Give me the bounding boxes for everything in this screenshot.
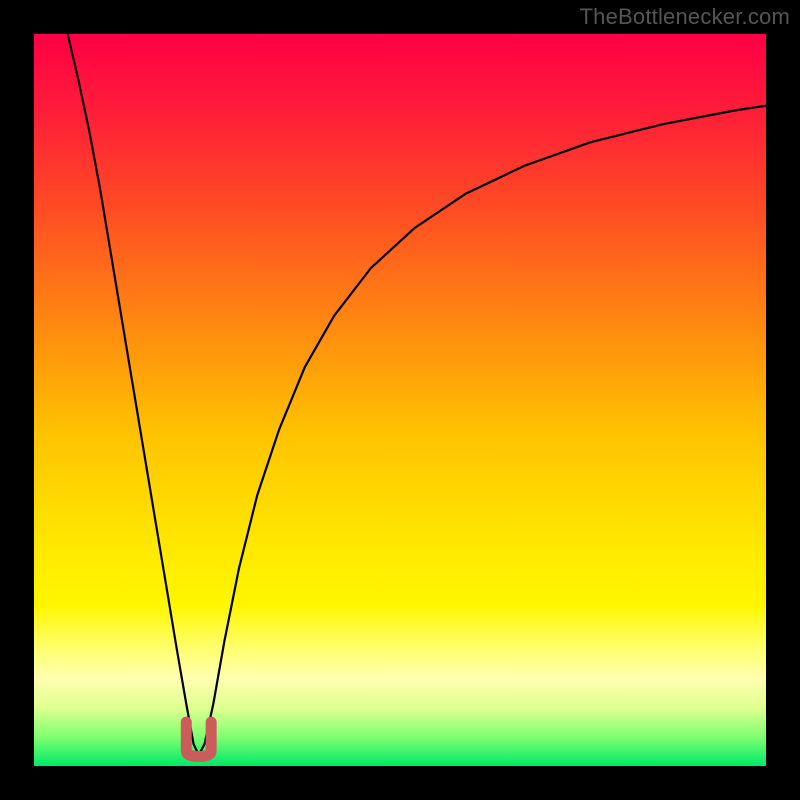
bottleneck-chart [0,0,800,800]
chart-container: TheBottlenecker.com [0,0,800,800]
gradient-background [34,34,766,766]
watermark-label: TheBottlenecker.com [580,4,790,30]
